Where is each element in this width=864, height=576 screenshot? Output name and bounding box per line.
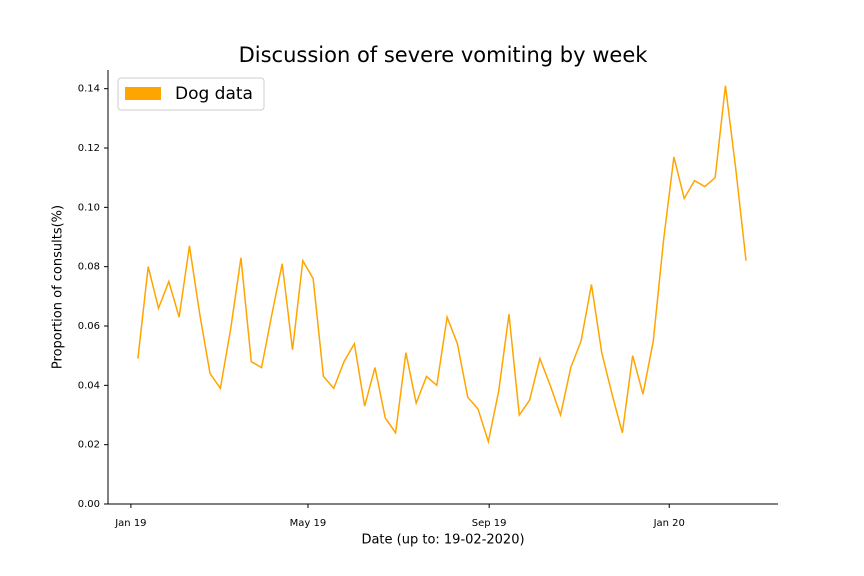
y-tick-label: 0.06 xyxy=(78,321,100,332)
x-axis-label: Date (up to: 19-02-2020) xyxy=(361,533,524,548)
legend-label: Dog data xyxy=(175,84,253,104)
y-tick-label: 0.10 xyxy=(78,202,100,213)
y-tick-label: 0.08 xyxy=(78,262,100,273)
chart-title: Discussion of severe vomiting by week xyxy=(239,43,649,67)
x-tick-label: May 19 xyxy=(290,518,327,529)
x-tick-label: Jan 20 xyxy=(653,518,685,529)
legend-swatch xyxy=(125,87,161,100)
x-tick-label: Jan 19 xyxy=(114,518,146,529)
y-tick-label: 0.02 xyxy=(78,440,100,451)
data-line xyxy=(137,85,747,445)
x-tick-label: Sep 19 xyxy=(472,518,507,529)
y-tick-label: 0.04 xyxy=(78,380,100,391)
y-axis-label: Proportion of consults(%) xyxy=(51,205,66,369)
y-tick-label: 0.12 xyxy=(78,143,100,154)
y-tick-label: 0.00 xyxy=(78,499,100,510)
legend-box xyxy=(117,77,265,111)
y-tick-label: 0.14 xyxy=(78,84,100,95)
